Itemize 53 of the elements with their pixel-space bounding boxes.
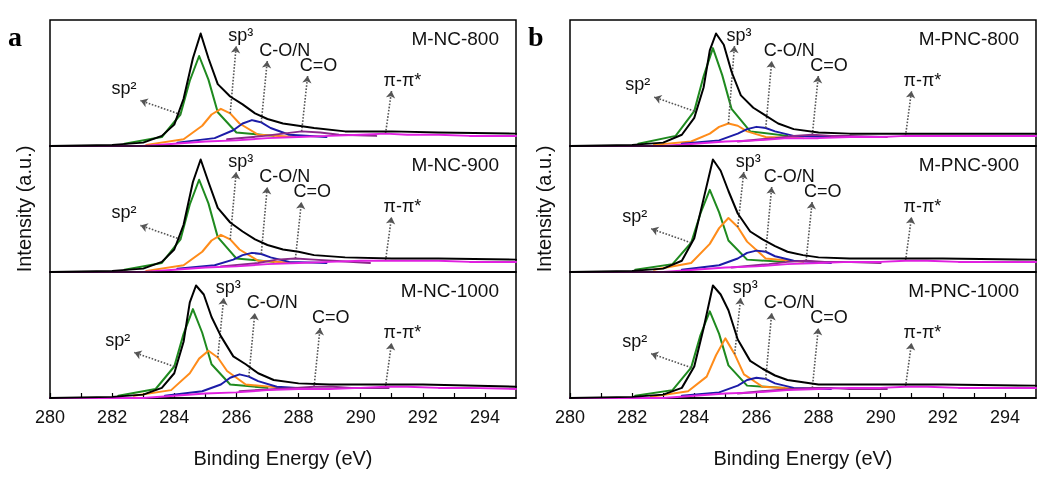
x-tick-label: 290 (865, 407, 896, 427)
x-tick-label: 290 (345, 407, 376, 427)
x-tick-label: 282 (617, 407, 648, 427)
annotation: sp³ (726, 25, 752, 45)
annotation: π-π* (383, 70, 422, 90)
x-tick-label: 288 (283, 407, 314, 427)
annotation: sp² (105, 329, 131, 350)
x-tick-label: 282 (97, 407, 128, 427)
y-axis-title: Intensity (a.u.) (533, 145, 555, 273)
annotation: sp³ (215, 277, 241, 297)
annotation: sp² (111, 77, 137, 98)
y-axis-title: Intensity (a.u.) (13, 145, 35, 273)
x-axis-title: Binding Energy (eV) (193, 447, 373, 469)
x-tick-label: 280 (554, 407, 586, 427)
annotation: π-π* (903, 196, 942, 216)
annotation: sp³ (735, 151, 761, 171)
x-tick-label: 294 (989, 407, 1020, 427)
annotation: C-O/N (246, 292, 298, 312)
annotation: C=O (810, 55, 848, 75)
x-axis-title: Binding Energy (eV) (713, 447, 893, 469)
x-tick-label: 284 (159, 407, 190, 427)
x-tick-label: 292 (407, 407, 438, 427)
x-tick-label: 286 (221, 407, 252, 427)
chart-title: M-NC-1000 (400, 280, 500, 301)
annotation: C=O (293, 181, 331, 201)
text: b (528, 20, 544, 52)
annotation: C=O (804, 181, 842, 201)
x-tick-label: 292 (927, 407, 958, 427)
chart-title: M-PNC-800 (918, 28, 1020, 49)
annotation: C=O (312, 307, 350, 327)
annotation: sp² (622, 330, 648, 351)
x-tick-label: 288 (803, 407, 834, 427)
annotation: π-π* (903, 322, 942, 342)
chart-title: M-PNC-1000 (908, 280, 1020, 301)
annotation: sp³ (228, 25, 254, 45)
annotation: sp³ (228, 151, 254, 171)
chart-title: M-PNC-900 (918, 154, 1020, 175)
annotation: π-π* (383, 196, 422, 216)
annotation: sp² (625, 74, 651, 95)
annotation: sp² (111, 202, 137, 223)
annotation: C=O (299, 55, 338, 75)
annotation: sp³ (732, 277, 758, 297)
text: a (8, 20, 22, 52)
x-tick-label: 294 (469, 407, 500, 427)
annotation: sp² (622, 205, 648, 226)
x-tick-label: 280 (34, 407, 66, 427)
annotation: π-π* (383, 322, 422, 342)
annotation: π-π* (903, 70, 942, 90)
x-tick-label: 284 (679, 407, 710, 427)
annotation: C=O (810, 307, 848, 327)
x-tick-label: 286 (741, 407, 772, 427)
chart-title: M-NC-800 (411, 28, 499, 49)
chart-title: M-NC-900 (411, 154, 499, 175)
